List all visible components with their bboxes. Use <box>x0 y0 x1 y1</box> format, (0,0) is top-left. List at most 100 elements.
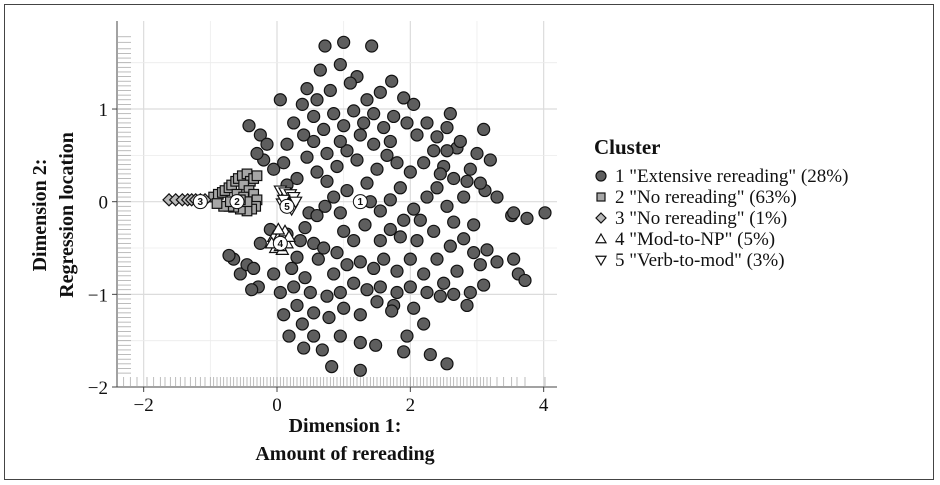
axes <box>116 21 557 388</box>
centroid-marker <box>352 194 368 210</box>
legend-title: Cluster <box>594 135 661 159</box>
data-point <box>420 190 434 204</box>
data-point <box>310 208 324 223</box>
data-point <box>323 83 337 98</box>
data-point <box>373 204 387 218</box>
data-point <box>447 171 461 186</box>
data-point <box>320 146 334 161</box>
centroid-marker <box>192 194 208 210</box>
data-point <box>245 283 259 297</box>
y-axis-title-line-2: Regression location <box>56 132 78 298</box>
data-point <box>251 170 263 182</box>
y-tick-label: −2 <box>88 378 108 399</box>
data-point <box>295 97 309 111</box>
data-point <box>337 119 351 133</box>
data-point <box>437 276 451 290</box>
data-point <box>267 267 281 281</box>
data-point <box>490 190 504 204</box>
data-point <box>298 271 312 285</box>
data-point <box>467 218 481 232</box>
data-point <box>385 74 399 88</box>
data-point <box>287 280 301 294</box>
data-point <box>271 222 286 235</box>
data-point <box>360 93 374 107</box>
data-point <box>440 144 454 158</box>
data-point <box>340 258 354 272</box>
data-point <box>340 183 354 198</box>
data-point <box>233 267 247 281</box>
data-point <box>453 134 467 149</box>
data-point <box>380 148 394 162</box>
legend-entry: 4 "Mod-to-NP" (5%) <box>615 229 775 250</box>
data-point <box>307 134 321 149</box>
data-point <box>320 289 334 303</box>
data-point <box>390 285 404 300</box>
data-point <box>267 162 281 176</box>
data-point <box>383 193 397 207</box>
data-point <box>470 146 484 161</box>
data-point <box>370 162 384 176</box>
data-point <box>377 120 391 135</box>
centroid-label: 1 <box>358 197 364 208</box>
centroid-label: 2 <box>234 197 240 208</box>
data-point <box>440 120 454 135</box>
legend-entry: 1 "Extensive rereading" (28%) <box>615 166 848 187</box>
data-point <box>473 258 487 272</box>
data-point <box>287 116 301 130</box>
data-point <box>347 104 361 118</box>
data-point <box>242 119 256 133</box>
data-point <box>427 144 441 158</box>
data-point <box>433 289 447 303</box>
centroid-marker <box>272 235 288 251</box>
data-point <box>367 137 381 151</box>
data-point <box>330 246 344 260</box>
data-point <box>277 156 291 170</box>
data-point <box>347 234 361 248</box>
data-point <box>443 107 457 121</box>
data-point <box>330 159 344 174</box>
data-point <box>347 276 361 290</box>
data-point <box>447 287 461 301</box>
data-point <box>353 255 367 269</box>
data-point <box>430 181 444 195</box>
x-axis-title-line-1: Dimension 1: <box>289 415 402 437</box>
data-point <box>377 252 391 266</box>
data-point <box>300 82 314 96</box>
data-point <box>373 280 387 294</box>
legend-marker <box>595 170 607 182</box>
data-point <box>420 116 434 130</box>
data-point <box>293 234 307 248</box>
data-point <box>318 39 332 53</box>
data-point <box>397 91 411 105</box>
legend-marker <box>594 232 608 244</box>
data-point <box>390 264 404 278</box>
data-point <box>387 109 401 124</box>
data-point <box>307 109 321 124</box>
data-point <box>403 280 417 294</box>
data-point <box>413 213 427 227</box>
data-point <box>325 360 339 374</box>
data-point <box>343 76 357 90</box>
centroid-label: 5 <box>284 202 290 213</box>
legend-marker <box>595 212 607 224</box>
data-point <box>463 285 477 300</box>
data-point <box>457 190 471 204</box>
legend-entry: 3 "No rereading" (1%) <box>615 208 787 229</box>
data-point <box>313 63 327 77</box>
data-point <box>318 199 332 213</box>
data-point <box>322 310 336 325</box>
data-point <box>383 134 397 149</box>
data-point <box>417 317 431 331</box>
data-point <box>337 35 351 49</box>
data-point <box>327 107 341 121</box>
data-point <box>430 130 444 144</box>
data-point <box>337 224 351 238</box>
data-point <box>315 343 329 357</box>
data-point <box>417 156 431 170</box>
data-point <box>357 116 371 130</box>
x-tick-label: 0 <box>272 395 282 416</box>
data-point <box>297 128 311 142</box>
data-point <box>390 156 404 170</box>
data-point <box>310 93 324 107</box>
data-point <box>407 301 421 315</box>
